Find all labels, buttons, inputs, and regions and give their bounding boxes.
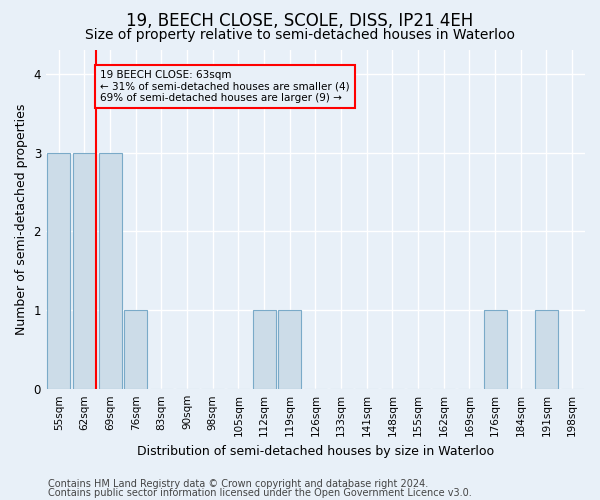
Text: 19 BEECH CLOSE: 63sqm
← 31% of semi-detached houses are smaller (4)
69% of semi-: 19 BEECH CLOSE: 63sqm ← 31% of semi-deta… (100, 70, 349, 103)
Text: Contains HM Land Registry data © Crown copyright and database right 2024.: Contains HM Land Registry data © Crown c… (48, 479, 428, 489)
X-axis label: Distribution of semi-detached houses by size in Waterloo: Distribution of semi-detached houses by … (137, 444, 494, 458)
Y-axis label: Number of semi-detached properties: Number of semi-detached properties (15, 104, 28, 336)
Text: Size of property relative to semi-detached houses in Waterloo: Size of property relative to semi-detach… (85, 28, 515, 42)
Bar (535, 310, 558, 389)
Text: Contains public sector information licensed under the Open Government Licence v3: Contains public sector information licen… (48, 488, 472, 498)
Bar (98, 152, 122, 389)
Text: 19, BEECH CLOSE, SCOLE, DISS, IP21 4EH: 19, BEECH CLOSE, SCOLE, DISS, IP21 4EH (127, 12, 473, 30)
Bar (278, 310, 301, 389)
Bar (47, 152, 70, 389)
Bar (484, 310, 507, 389)
Bar (124, 310, 148, 389)
Bar (253, 310, 275, 389)
Bar (73, 152, 96, 389)
